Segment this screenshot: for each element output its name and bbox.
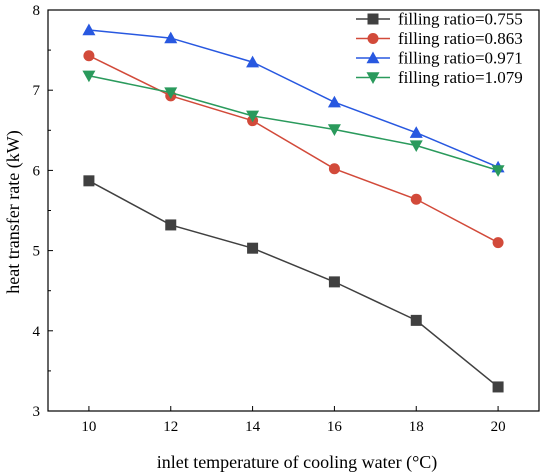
legend-marker xyxy=(366,51,380,64)
series-4 xyxy=(82,70,505,177)
legend-marker xyxy=(366,72,380,84)
legend-label: filling ratio=1.079 xyxy=(398,68,523,87)
x-tick-label: 18 xyxy=(409,419,424,435)
y-tick-label: 6 xyxy=(33,163,41,179)
legend-marker xyxy=(367,13,379,25)
data-point xyxy=(83,50,95,62)
series-line xyxy=(88,180,499,388)
series-1 xyxy=(83,175,504,393)
data-point xyxy=(82,70,96,83)
data-point xyxy=(491,165,505,177)
x-axis-title: inlet temperature of cooling water (°C) xyxy=(157,452,438,473)
legend-item: filling ratio=0.971 xyxy=(356,49,523,68)
x-tick-label: 10 xyxy=(81,419,96,435)
x-tick-label: 12 xyxy=(163,419,178,435)
y-tick-label: 5 xyxy=(33,244,41,260)
legend-item: filling ratio=0.863 xyxy=(356,29,523,48)
data-point xyxy=(328,276,340,288)
data-point xyxy=(409,140,423,153)
data-point xyxy=(83,175,95,187)
y-tick-label: 3 xyxy=(33,404,41,420)
y-tick-label: 7 xyxy=(33,83,41,99)
data-point xyxy=(82,23,96,36)
y-tick-label: 8 xyxy=(33,3,41,19)
y-axis-title: heat transfer rate (kW) xyxy=(3,130,24,293)
data-point xyxy=(164,31,178,44)
legend-label: filling ratio=0.863 xyxy=(398,29,523,48)
legend-marker xyxy=(367,33,379,44)
data-point xyxy=(327,124,341,136)
legend-label: filling ratio=0.971 xyxy=(398,49,523,68)
y-tick-label: 4 xyxy=(33,324,41,340)
data-point xyxy=(246,110,260,123)
data-point xyxy=(409,126,423,138)
series-line xyxy=(88,29,499,168)
legend-item: filling ratio=1.079 xyxy=(356,68,523,87)
y-axis-ticks: 3 4 5 6 7 8 xyxy=(33,3,53,420)
series-group xyxy=(82,23,505,393)
data-point xyxy=(492,381,504,393)
data-point xyxy=(165,219,177,231)
data-point xyxy=(164,87,178,100)
legend-item: filling ratio=0.755 xyxy=(356,10,523,29)
data-point xyxy=(327,95,341,108)
x-tick-label: 14 xyxy=(245,419,261,435)
data-point xyxy=(328,163,340,175)
x-tick-label: 20 xyxy=(491,419,506,435)
x-tick-label: 16 xyxy=(327,419,343,435)
series-line xyxy=(88,75,499,172)
data-point xyxy=(410,314,422,326)
data-point xyxy=(247,242,259,254)
x-axis-ticks: 10 12 14 16 18 20 xyxy=(81,406,506,435)
data-point xyxy=(492,237,504,249)
data-point xyxy=(410,193,422,205)
legend-label: filling ratio=0.755 xyxy=(398,10,523,29)
data-point xyxy=(246,55,260,68)
